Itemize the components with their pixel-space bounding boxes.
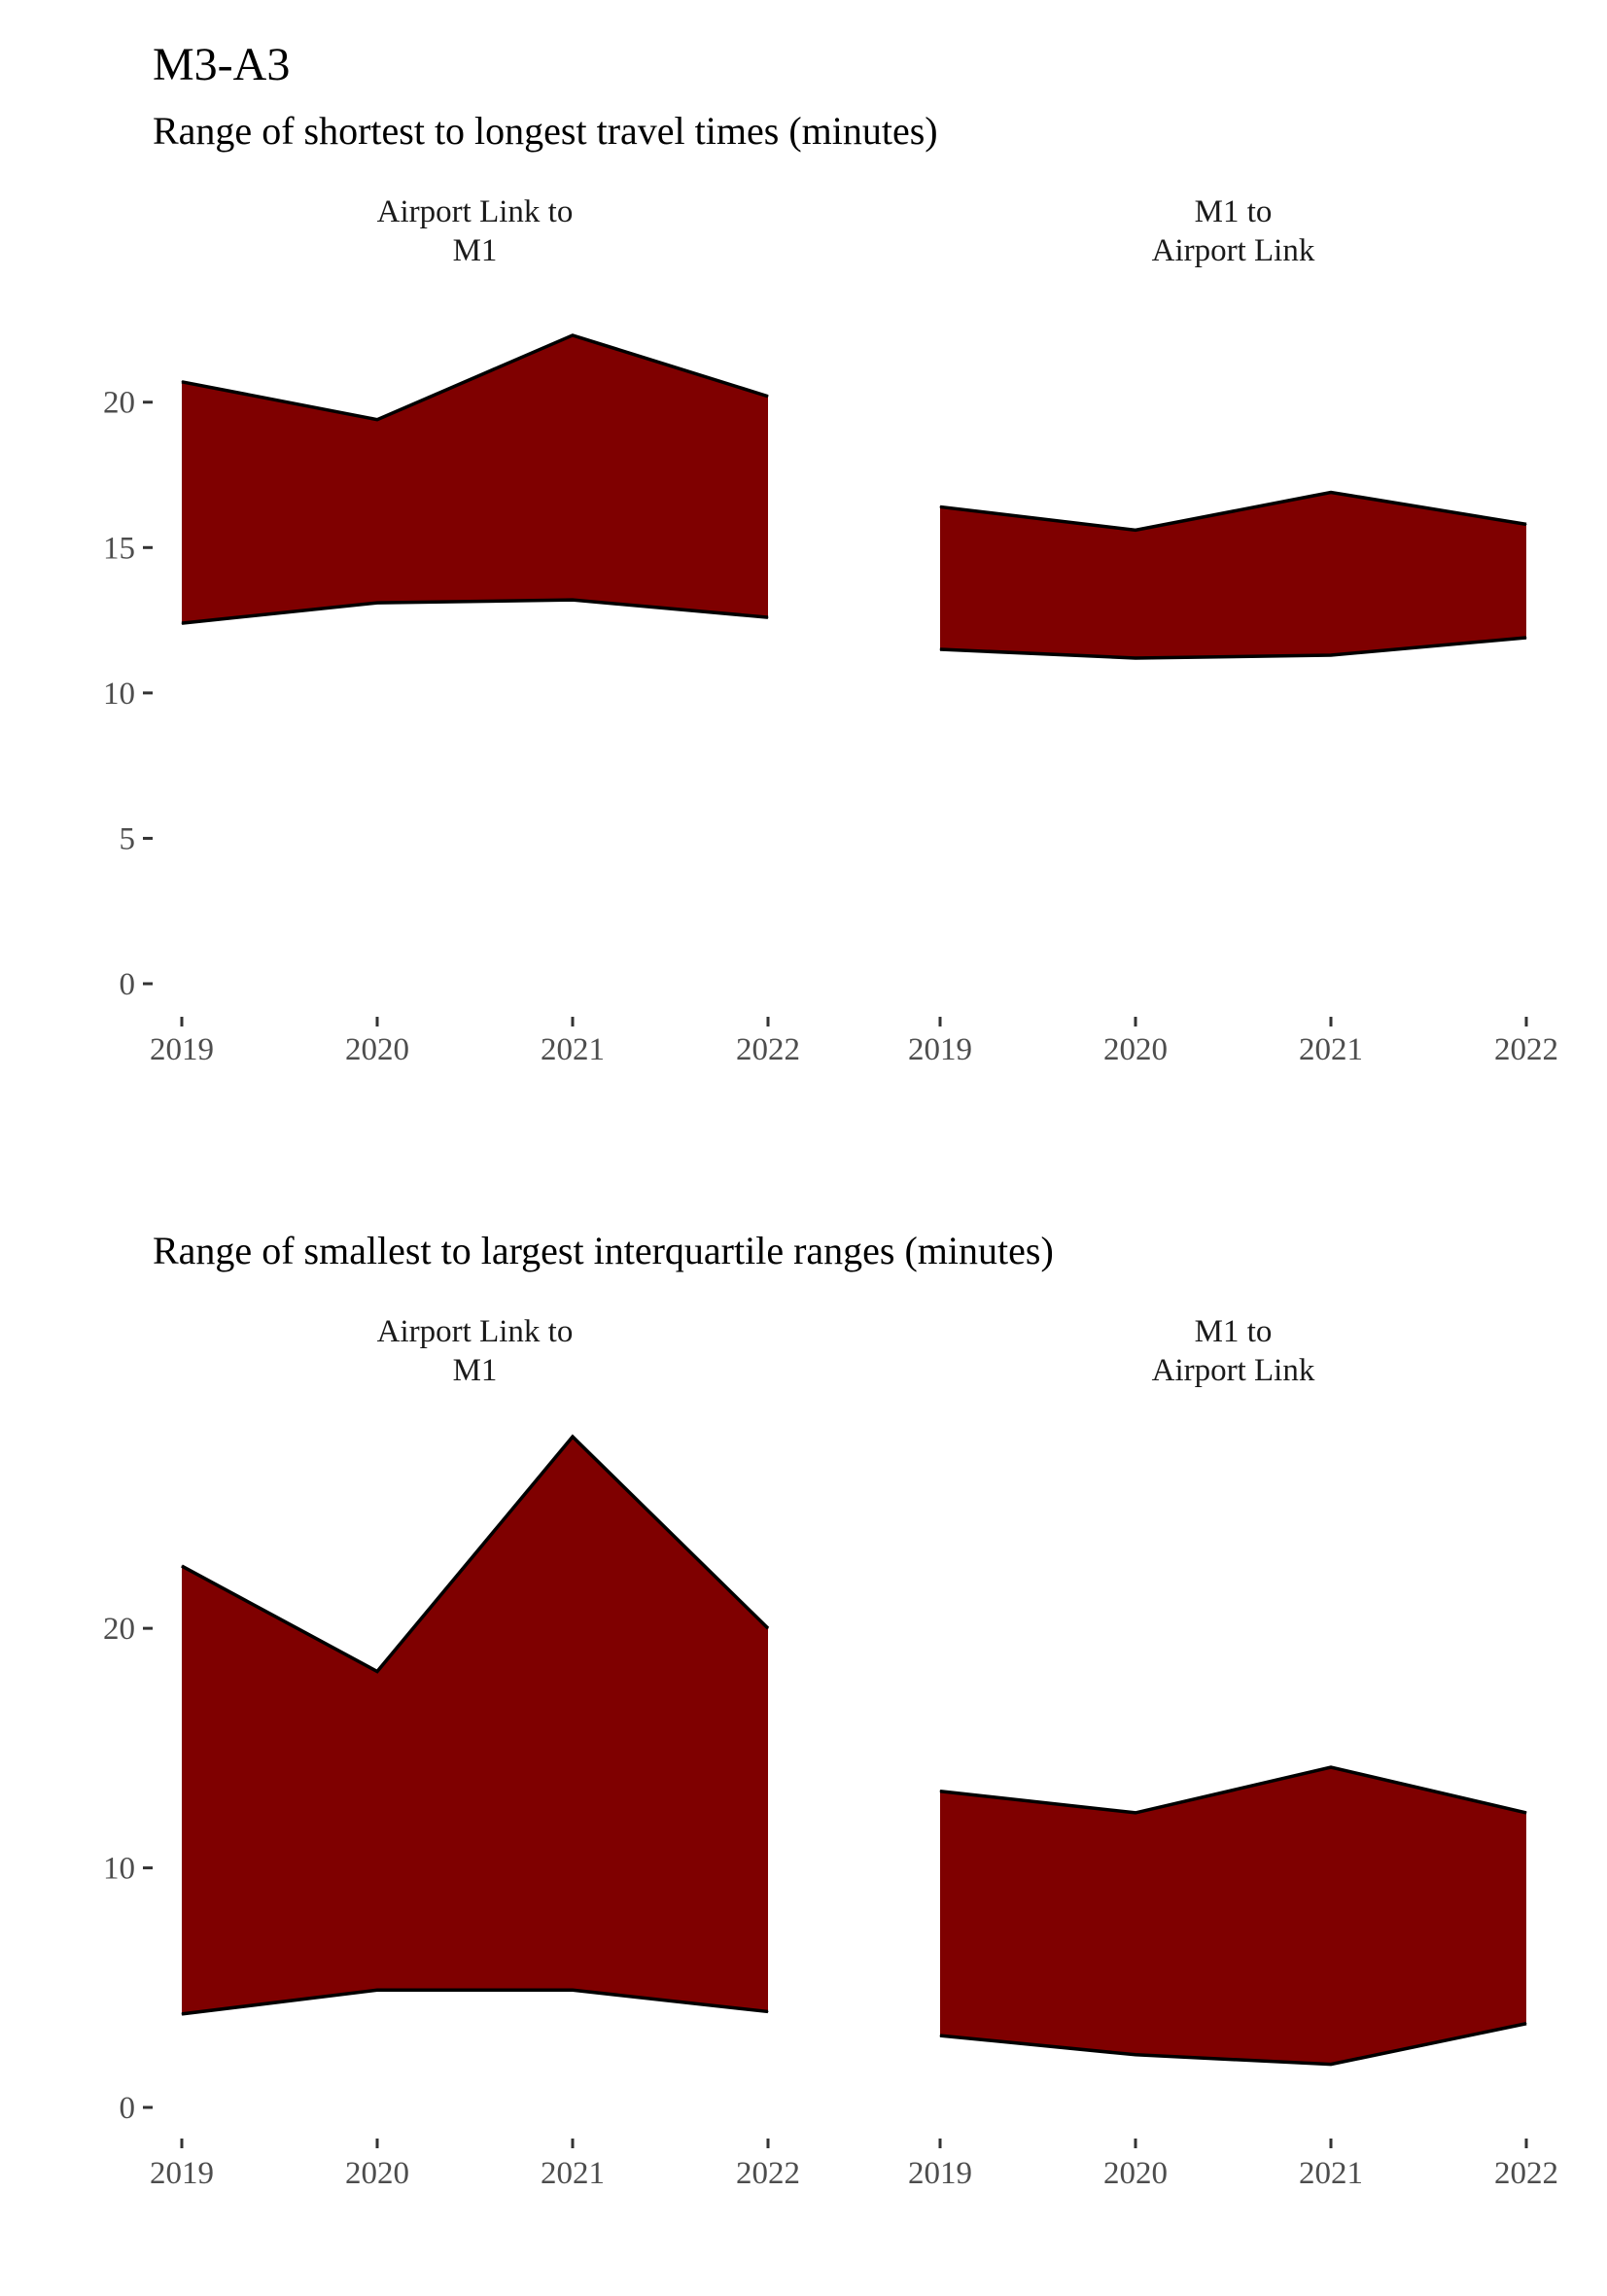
facet-2: M1 to Airport Link 2019 2020 2021 2022	[908, 1314, 1558, 2191]
point-high	[1525, 523, 1527, 525]
point-low	[572, 1989, 574, 1991]
point-low	[1135, 2054, 1136, 2056]
x-tick-label: 2019	[150, 1032, 214, 1067]
point-high	[572, 334, 574, 336]
point-high	[767, 396, 769, 398]
y-tick-label: 10	[103, 677, 135, 712]
facet-strip-label: Airport Link	[1152, 1353, 1315, 1388]
x-tick-label: 2019	[908, 2156, 972, 2191]
y-tick-label: 0	[120, 967, 136, 1002]
x-tick-label: 2019	[150, 2156, 214, 2191]
point-high	[1525, 1812, 1527, 1814]
x-tick-label: 2021	[1299, 2156, 1363, 2191]
point-low	[572, 599, 574, 601]
range-band	[182, 334, 768, 624]
x-tick-label: 2021	[541, 2156, 605, 2191]
point-high	[939, 505, 941, 507]
y-tick-label: 0	[120, 2091, 136, 2126]
range-upper-line	[181, 333, 769, 422]
point-high	[376, 1671, 378, 1672]
point-high	[572, 1436, 574, 1438]
point-high	[181, 1565, 183, 1567]
point-low	[767, 2010, 769, 2012]
facet-strip-label: Airport Link to	[377, 194, 574, 229]
facet-strip-label: M1 to	[1195, 194, 1273, 229]
panel-1: Range of shortest to longest travel time…	[103, 109, 1558, 1067]
point-high	[1330, 1766, 1332, 1768]
point-low	[1135, 657, 1136, 659]
point-low	[1330, 2064, 1332, 2066]
point-high	[376, 419, 378, 421]
x-tick-label: 2020	[345, 2156, 409, 2191]
y-tick-label: 10	[103, 1852, 135, 1887]
range-upper-line	[939, 1765, 1527, 1815]
chart-title: M3-A3	[153, 39, 290, 90]
panel-subtitle: Range of smallest to largest interquarti…	[153, 1229, 1054, 1272]
range-lower-line	[181, 598, 769, 625]
point-high	[767, 1627, 769, 1629]
point-high	[181, 381, 183, 383]
panel-subtitle: Range of shortest to longest travel time…	[153, 109, 938, 153]
point-low	[376, 1989, 378, 1991]
y-tick-label: 20	[103, 1612, 135, 1647]
panel-2: Range of smallest to largest interquarti…	[103, 1229, 1558, 2191]
range-band	[182, 1437, 768, 2014]
x-tick-label: 2022	[1494, 1032, 1558, 1067]
y-tick-label: 15	[103, 531, 135, 566]
range-lower-line	[939, 2022, 1527, 2067]
point-low	[939, 2035, 941, 2036]
point-high	[1135, 1812, 1136, 1814]
point-high	[1135, 529, 1136, 531]
x-tick-label: 2022	[736, 2156, 800, 2191]
x-tick-label: 2019	[908, 1032, 972, 1067]
x-tick-label: 2021	[541, 1032, 605, 1067]
range-band	[940, 492, 1526, 658]
point-low	[939, 648, 941, 650]
point-low	[1330, 654, 1332, 656]
facet-strip-label: Airport Link	[1152, 233, 1315, 268]
range-band	[940, 1767, 1526, 2065]
point-low	[376, 602, 378, 604]
x-tick-label: 2021	[1299, 1032, 1363, 1067]
x-tick-label: 2020	[345, 1032, 409, 1067]
point-low	[181, 2013, 183, 2015]
point-high	[939, 1791, 941, 1792]
point-low	[767, 616, 769, 618]
range-upper-line	[939, 490, 1527, 533]
x-tick-label: 2022	[736, 1032, 800, 1067]
facet-strip-label: M1 to	[1195, 1314, 1273, 1349]
range-lower-line	[939, 636, 1527, 660]
facet-2: M1 to Airport Link 2019 2020 2021 2022	[908, 194, 1558, 1067]
facet-1: Airport Link to M1 2019 2020 2021 2022	[150, 1314, 800, 2191]
facet-strip-label: M1	[453, 1353, 498, 1388]
range-upper-line	[181, 1434, 770, 1674]
y-tick-label: 20	[103, 386, 135, 421]
point-low	[181, 622, 183, 624]
range-lower-line	[181, 1988, 769, 2016]
facet-strip-label: Airport Link to	[377, 1314, 574, 1349]
x-tick-label: 2020	[1103, 1032, 1168, 1067]
point-low	[1525, 637, 1527, 639]
x-tick-label: 2022	[1494, 2156, 1558, 2191]
facet-strip-label: M1	[453, 233, 498, 268]
y-tick-label: 5	[120, 821, 136, 856]
facet-1: Airport Link to M1 2019 2020 2021 2022	[150, 194, 800, 1067]
point-low	[1525, 2023, 1527, 2025]
x-tick-label: 2020	[1103, 2156, 1168, 2191]
point-high	[1330, 491, 1332, 493]
